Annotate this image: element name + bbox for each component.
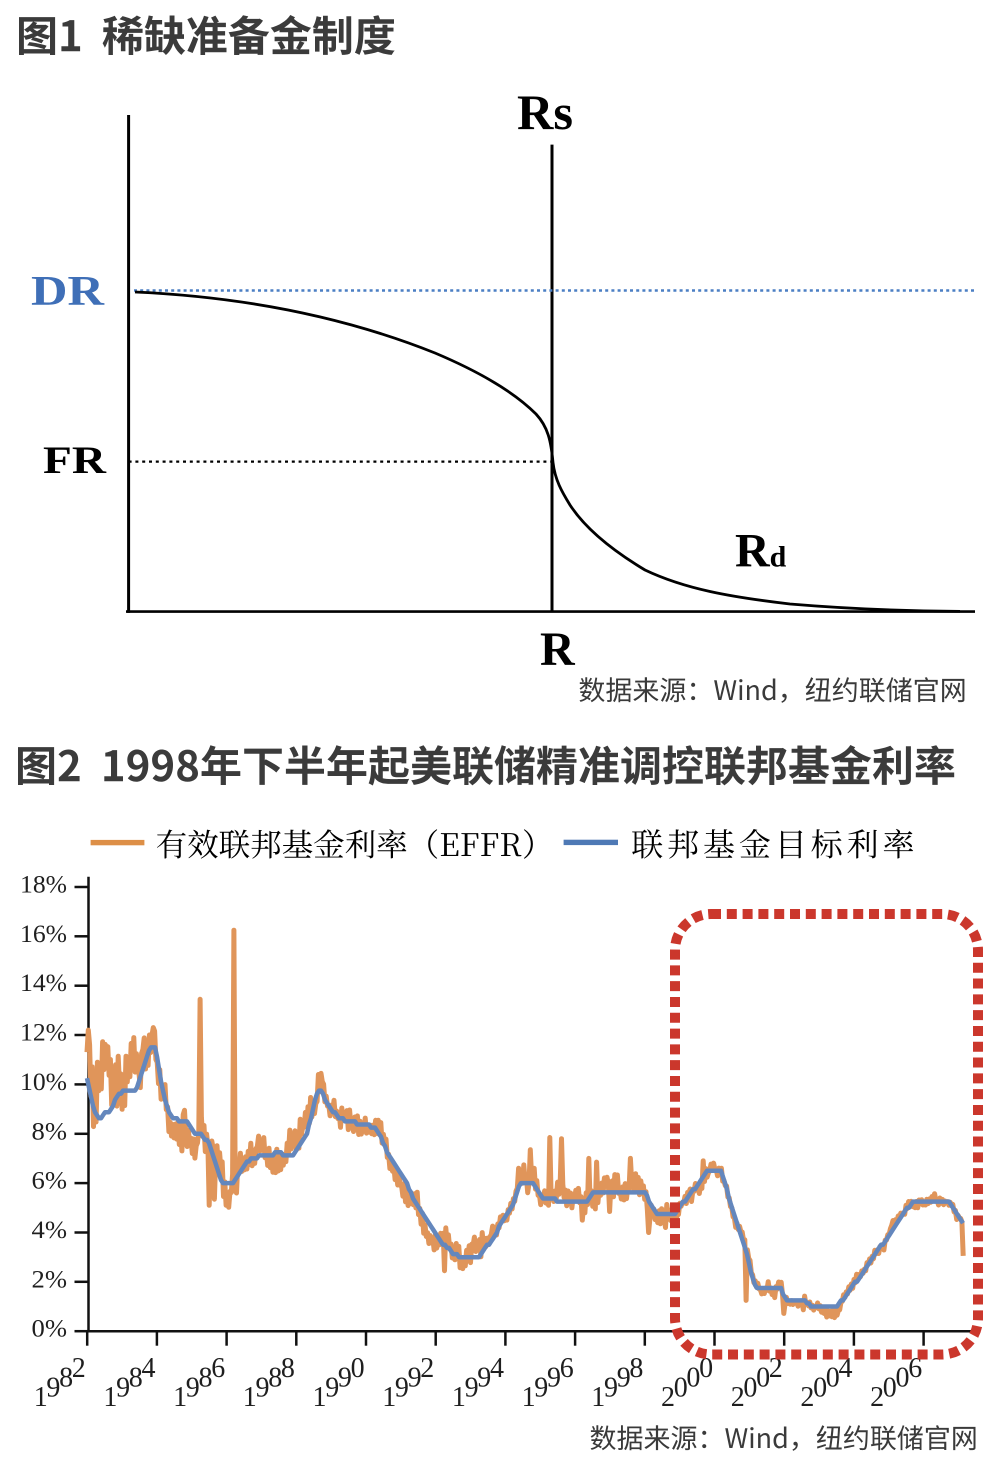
svg-text:8: 8 xyxy=(129,1363,143,1394)
svg-text:6: 6 xyxy=(211,1353,225,1384)
svg-text:0%: 0% xyxy=(32,1316,68,1343)
svg-text:8: 8 xyxy=(281,1353,295,1384)
svg-text:0: 0 xyxy=(826,1363,840,1394)
svg-text:6: 6 xyxy=(908,1353,922,1384)
svg-text:9: 9 xyxy=(395,1372,409,1403)
svg-text:8: 8 xyxy=(59,1363,73,1394)
svg-text:1: 1 xyxy=(173,1382,187,1413)
svg-text:9: 9 xyxy=(186,1372,200,1403)
svg-text:14%: 14% xyxy=(20,970,67,997)
svg-text:DR: DR xyxy=(31,269,105,315)
svg-text:FR: FR xyxy=(43,439,107,482)
svg-text:2: 2 xyxy=(72,1353,86,1384)
svg-text:8%: 8% xyxy=(32,1118,68,1145)
svg-text:9: 9 xyxy=(465,1372,479,1403)
svg-text:0: 0 xyxy=(896,1363,910,1394)
svg-text:18%: 18% xyxy=(20,872,67,899)
svg-text:0: 0 xyxy=(699,1353,713,1384)
svg-text:9: 9 xyxy=(534,1372,548,1403)
svg-text:9: 9 xyxy=(325,1372,339,1403)
svg-text:6: 6 xyxy=(560,1353,574,1384)
svg-text:9: 9 xyxy=(46,1372,60,1403)
svg-text:2: 2 xyxy=(800,1382,814,1413)
svg-text:1: 1 xyxy=(522,1382,536,1413)
svg-text:0: 0 xyxy=(686,1363,700,1394)
svg-text:9: 9 xyxy=(547,1363,561,1394)
svg-text:12%: 12% xyxy=(20,1020,67,1047)
svg-text:1: 1 xyxy=(382,1382,396,1413)
svg-text:Rd: Rd xyxy=(735,525,787,578)
svg-text:9: 9 xyxy=(617,1363,631,1394)
svg-text:4%: 4% xyxy=(32,1217,68,1244)
svg-text:R: R xyxy=(540,623,576,676)
svg-text:Rs: Rs xyxy=(517,84,573,140)
svg-text:2: 2 xyxy=(661,1382,675,1413)
svg-text:0: 0 xyxy=(813,1372,827,1403)
svg-text:0: 0 xyxy=(351,1353,365,1384)
svg-text:9: 9 xyxy=(116,1372,130,1403)
svg-text:1: 1 xyxy=(591,1382,605,1413)
svg-text:8: 8 xyxy=(199,1363,213,1394)
svg-text:4: 4 xyxy=(839,1353,853,1384)
svg-text:2: 2 xyxy=(420,1353,434,1384)
svg-text:10%: 10% xyxy=(20,1069,67,1096)
svg-text:6%: 6% xyxy=(32,1168,68,1195)
svg-text:4: 4 xyxy=(490,1353,504,1384)
svg-text:9: 9 xyxy=(477,1363,491,1394)
svg-text:9: 9 xyxy=(604,1372,618,1403)
svg-text:2: 2 xyxy=(870,1382,884,1413)
svg-text:1: 1 xyxy=(313,1382,327,1413)
svg-text:0: 0 xyxy=(743,1372,757,1403)
svg-text:9: 9 xyxy=(338,1363,352,1394)
svg-text:0: 0 xyxy=(756,1363,770,1394)
svg-text:0: 0 xyxy=(674,1372,688,1403)
svg-text:9: 9 xyxy=(408,1363,422,1394)
svg-text:1: 1 xyxy=(103,1382,117,1413)
svg-text:16%: 16% xyxy=(20,921,67,948)
svg-text:4: 4 xyxy=(142,1353,156,1384)
svg-text:9: 9 xyxy=(256,1372,270,1403)
svg-text:0: 0 xyxy=(883,1372,897,1403)
svg-text:2%: 2% xyxy=(32,1266,68,1293)
svg-text:2: 2 xyxy=(769,1353,783,1384)
svg-text:8: 8 xyxy=(629,1353,643,1384)
svg-text:1: 1 xyxy=(452,1382,466,1413)
svg-text:1: 1 xyxy=(243,1382,257,1413)
svg-text:8: 8 xyxy=(268,1363,282,1394)
svg-text:1: 1 xyxy=(34,1382,48,1413)
svg-text:2: 2 xyxy=(731,1382,745,1413)
